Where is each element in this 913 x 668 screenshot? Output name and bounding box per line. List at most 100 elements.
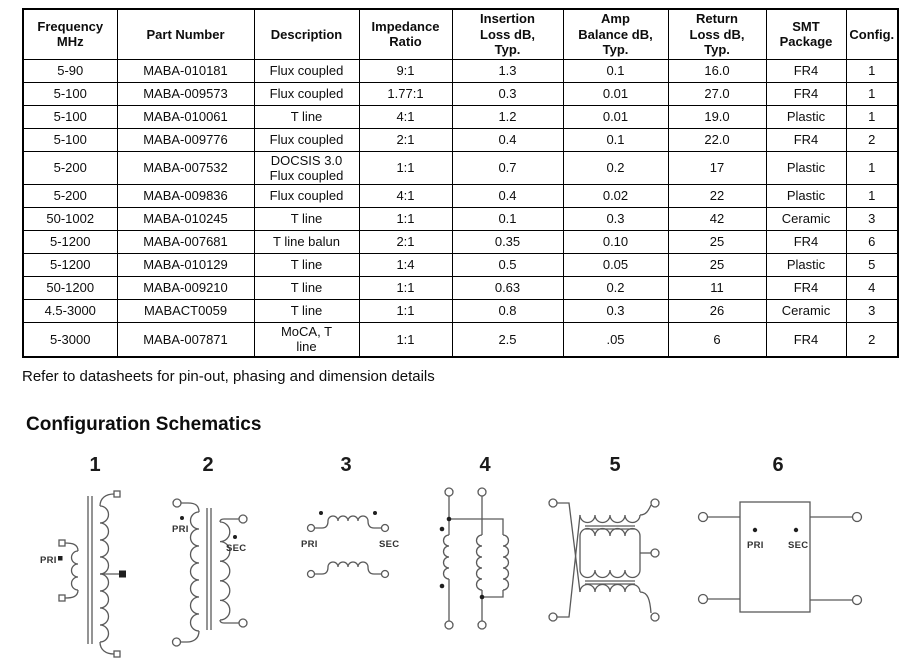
terminal-square [113,650,121,658]
config-schematic-6: PRI SEC [697,501,863,613]
column-header: SMT Package [765,8,847,60]
cell-smt-package: Plastic [765,150,847,186]
cell-description: MoCA, T line [253,322,360,358]
cell-config: 1 [845,81,899,106]
pri-label: PRI [301,539,318,550]
module-body [739,501,811,613]
cell-insertion-loss: 0.8 [451,299,564,324]
terminal-square [58,594,66,602]
table-row: 5-1200 MABA-010129 T line 1:4 0.5 0.05 2… [22,253,899,278]
cell-impedance-ratio: 1:1 [358,322,453,358]
section-title: Configuration Schematics [26,414,262,435]
cell-insertion-loss: 0.5 [451,253,564,278]
cell-config: 1 [845,184,899,209]
table-row: 4.5-3000 MABACT0059 T line 1:1 0.8 0.3 2… [22,299,899,324]
cell-impedance-ratio: 1:1 [358,299,453,324]
schematic-number-1: 1 [89,454,101,476]
sec-phase-dot [793,527,799,533]
schematic-number-3: 3 [340,454,352,476]
terminal-circle [851,511,863,523]
cell-part-number: MABA-007871 [116,322,255,358]
column-header: Frequency MHz [22,8,118,60]
cell-amp-balance: 0.01 [562,104,669,129]
cell-frequency: 5-100 [22,127,118,152]
terminal-circle [548,498,558,508]
cell-config: 1 [845,58,899,83]
sec-label: SEC [788,540,808,551]
cell-amp-balance: 0.1 [562,127,669,152]
cell-return-loss: 22 [667,184,767,209]
schematic-number-4: 4 [479,454,491,476]
cell-impedance-ratio: 1:4 [358,253,453,278]
cell-smt-package: FR4 [765,322,847,358]
cell-smt-package: FR4 [765,230,847,255]
terminal-circle [306,523,316,533]
table-row: 5-90 MABA-010181 Flux coupled 9:1 1.3 0.… [22,58,899,83]
config-schematic-2: PRI SEC [171,498,248,647]
pri-label: PRI [40,555,57,566]
terminal-circle [306,569,316,579]
column-header: Part Number [116,8,255,60]
cell-smt-package: FR4 [765,81,847,106]
column-header: Impedance Ratio [358,8,453,60]
cell-return-loss: 6 [667,322,767,358]
terminal-circle [697,593,709,605]
cell-frequency: 5-200 [22,184,118,209]
terminal-circle [171,637,182,647]
terminal-circle [650,548,660,558]
cell-frequency: 5-90 [22,58,118,83]
cell-smt-package: FR4 [765,127,847,152]
cell-description: Flux coupled [253,81,360,106]
cell-smt-package: Plastic [765,104,847,129]
cell-return-loss: 16.0 [667,58,767,83]
cell-amp-balance: 0.3 [562,207,669,232]
pri-phase-dot [752,527,758,533]
pri-phase-dot [180,516,184,520]
cell-frequency: 5-1200 [22,253,118,278]
table-row: 5-100 MABA-010061 T line 4:1 1.2 0.01 19… [22,104,899,129]
terminal-circle [697,511,709,523]
cell-impedance-ratio: 1:1 [358,150,453,186]
column-header: Return Loss dB, Typ. [667,8,767,60]
cell-insertion-loss: 0.63 [451,276,564,301]
table-row: 5-1200 MABA-007681 T line balun 2:1 0.35… [22,230,899,255]
cell-smt-package: Plastic [765,184,847,209]
cell-part-number: MABA-010245 [116,207,255,232]
cell-config: 1 [845,104,899,129]
cell-description: Flux coupled [253,127,360,152]
cell-impedance-ratio: 4:1 [358,184,453,209]
cell-insertion-loss: 0.4 [451,127,564,152]
config-schematic-5 [548,498,660,622]
cell-return-loss: 17 [667,150,767,186]
cell-insertion-loss: 1.3 [451,58,564,83]
cell-description: T line [253,207,360,232]
cell-impedance-ratio: 1:1 [358,207,453,232]
cell-return-loss: 22.0 [667,127,767,152]
cell-amp-balance: 0.3 [562,299,669,324]
column-header: Amp Balance dB, Typ. [562,8,669,60]
table-row: 50-1002 MABA-010245 T line 1:1 0.1 0.3 4… [22,207,899,232]
table-row: 5-100 MABA-009573 Flux coupled 1.77:1 0.… [22,81,899,106]
header-row: Frequency MHz Part Number Description Im… [22,8,899,60]
phase-dot [439,526,445,532]
terminal-circle [650,612,660,622]
junction-dot [446,516,452,522]
cell-config: 6 [845,230,899,255]
cell-impedance-ratio: 2:1 [358,230,453,255]
cell-description: T line [253,104,360,129]
config-schematic-3: PRI SEC [301,511,399,579]
cell-return-loss: 19.0 [667,104,767,129]
table-row: 50-1200 MABA-009210 T line 1:1 0.63 0.2 … [22,276,899,301]
terminal-square [58,539,66,547]
cell-insertion-loss: 0.35 [451,230,564,255]
terminal-circle [238,618,248,628]
cell-config: 5 [845,253,899,278]
cell-part-number: MABA-007681 [116,230,255,255]
config-schematic-1: PRI [40,490,126,658]
cell-config: 2 [845,322,899,358]
cell-part-number: MABA-007532 [116,150,255,186]
terminal-circle [380,523,390,533]
cell-part-number: MABA-010061 [116,104,255,129]
terminal-circle [851,594,863,606]
